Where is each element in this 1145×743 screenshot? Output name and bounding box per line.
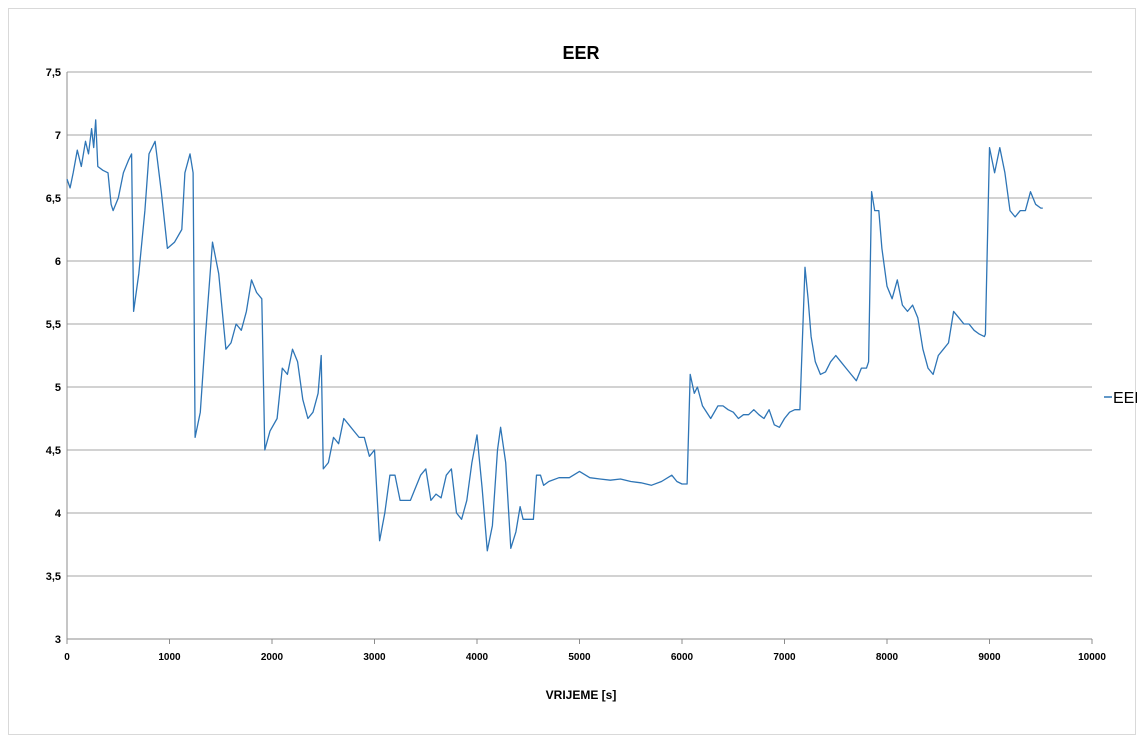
y-tick-label: 7,5 <box>46 67 61 79</box>
series-line-eer <box>66 119 1043 552</box>
y-tick-label: 6 <box>55 256 61 268</box>
x-tick-label: 0 <box>64 652 70 663</box>
grid-layer <box>67 71 1092 640</box>
x-tick-label: 9000 <box>978 652 1001 663</box>
line-chart: 3 3,5 4 4,5 5 5,5 6 6,5 7 7,5 0 1000 2000 3000 4000 500… <box>46 43 1137 702</box>
x-tick-label: 6000 <box>671 652 694 663</box>
y-tick-label: 6,5 <box>46 193 61 205</box>
x-tick-label: 4000 <box>466 652 489 663</box>
y-tick-label: 7 <box>55 130 61 142</box>
chart-frame: 3 3,5 4 4,5 5 5,5 6 6,5 7 7,5 0 1000 2000 3000 4000 500… <box>8 8 1137 735</box>
series-layer <box>66 119 1043 552</box>
y-tick-label: 3,5 <box>46 571 61 583</box>
y-tick-label: 4,5 <box>46 445 61 457</box>
legend: EER <box>1104 390 1137 407</box>
x-tick-label: 3000 <box>363 652 386 663</box>
axis-layer: 3 3,5 4 4,5 5 5,5 6 6,5 7 7,5 0 1000 2000 3000 4000 500… <box>46 67 1107 663</box>
x-tick-label: 8000 <box>876 652 899 663</box>
x-tick-label: 1000 <box>158 652 181 663</box>
y-tick-label: 5 <box>55 382 61 394</box>
chart-title: EER <box>562 43 599 63</box>
y-tick-label: 3 <box>55 634 61 646</box>
y-tick-label: 5,5 <box>46 319 61 331</box>
x-tick-label: 10000 <box>1078 652 1106 663</box>
x-tick-label: 2000 <box>261 652 284 663</box>
y-tick-label: 4 <box>55 508 62 520</box>
x-tick-label: 7000 <box>773 652 796 663</box>
x-tick-label: 5000 <box>568 652 591 663</box>
legend-label: EER <box>1113 390 1137 407</box>
x-axis-label: VRIJEME [s] <box>546 688 617 702</box>
